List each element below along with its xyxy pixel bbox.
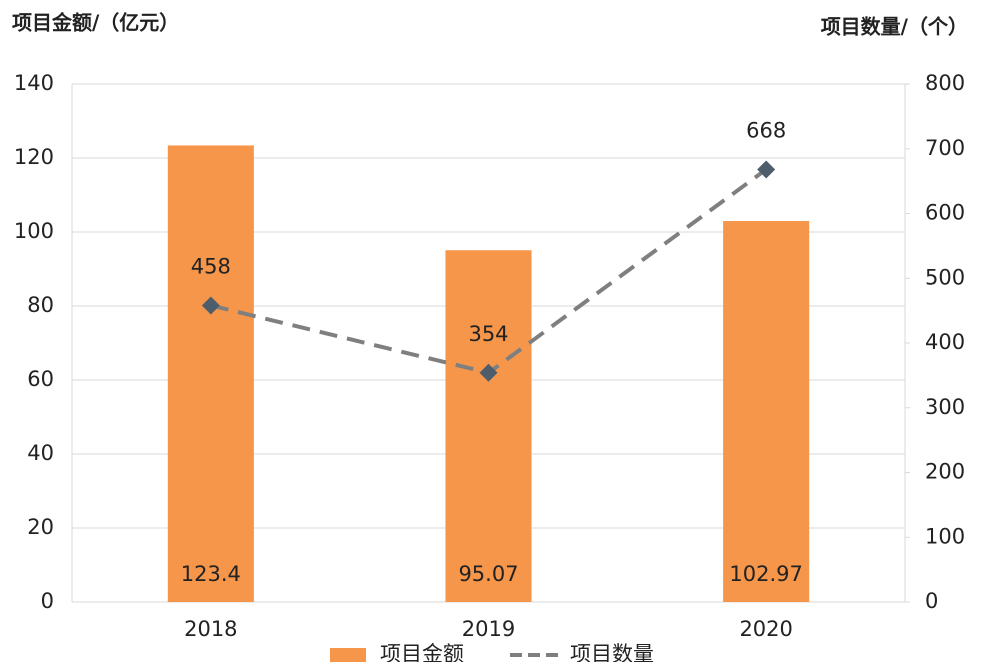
x-tick-label: 2018 [184, 617, 237, 641]
y2-axis-title: 项目数量/（个） [821, 15, 968, 39]
y2-tick-label: 300 [925, 395, 965, 419]
y-tick-label: 60 [27, 367, 54, 391]
y-tick-label: 80 [27, 293, 54, 317]
y2-tick-label: 800 [925, 71, 965, 95]
y-axis-title: 项目金额/（亿元） [12, 11, 179, 35]
y2-tick-label: 400 [925, 330, 965, 354]
line-marker [479, 363, 498, 382]
x-tick-label: 2020 [739, 617, 792, 641]
y-tick-label: 140 [14, 71, 54, 95]
y-tick-label: 100 [14, 219, 54, 243]
line-value-label: 354 [468, 322, 508, 346]
legend-label: 项目金额 [380, 642, 464, 662]
x-tick-label: 2019 [462, 617, 515, 641]
y2-tick-label: 0 [925, 589, 938, 613]
y2-tick-label: 200 [925, 460, 965, 484]
bar-value-label: 95.07 [458, 562, 518, 586]
y2-tick-label: 100 [925, 524, 965, 548]
y-tick-label: 20 [27, 515, 54, 539]
bar [167, 145, 254, 603]
bar [445, 250, 532, 602]
bar-value-label: 102.97 [729, 562, 802, 586]
legend-swatch [330, 648, 366, 662]
line-value-label: 458 [191, 254, 231, 278]
line-marker [757, 160, 776, 179]
line-value-label: 668 [746, 118, 786, 142]
y-tick-label: 120 [14, 145, 54, 169]
y-tick-label: 40 [27, 441, 54, 465]
y2-tick-label: 600 [925, 201, 965, 225]
y-tick-label: 0 [41, 589, 54, 613]
y2-tick-label: 500 [925, 265, 965, 289]
bar-value-label: 123.4 [181, 562, 241, 586]
line-marker [201, 296, 220, 315]
y2-tick-label: 700 [925, 136, 965, 160]
bar [723, 221, 810, 603]
legend-label: 项目数量 [570, 642, 654, 662]
